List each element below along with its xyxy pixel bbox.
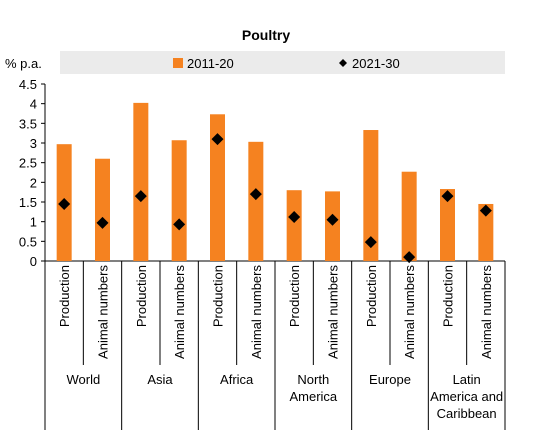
category-label: Animal numbers [326,265,341,359]
group-label: North [297,372,329,387]
legend-swatch-bar [173,58,183,68]
y-tick-label: 2 [30,175,37,190]
marker-diamond [134,190,147,203]
marker-diamond [364,236,377,249]
y-tick-label: 1.5 [19,195,37,210]
y-tick-label: 4 [30,97,37,112]
category-label: Animal numbers [402,265,417,359]
category-label: Animal numbers [479,265,494,359]
bar [440,189,455,261]
bar [478,203,494,261]
marker-diamond [326,213,339,226]
group-label: America and [430,389,503,404]
marker-diamond [288,210,301,223]
marker-diamond [96,216,109,229]
legend-label-marker: 2021-30 [352,56,400,71]
category-label: Animal numbers [96,265,111,359]
legend-box [60,51,505,74]
bar [401,171,417,261]
group-label: World [66,372,100,387]
marker-diamond [479,204,492,217]
category-label: Animal numbers [249,265,264,359]
bar [325,191,340,261]
marker-diamond [441,190,454,203]
y-tick-label: 0.5 [19,234,37,249]
chart-title: Poultry [242,27,290,43]
group-label: Africa [220,372,254,387]
legend-label-bar: 2011-20 [187,56,234,71]
category-label: Production [57,265,72,327]
category-label: Production [287,265,302,327]
bar [133,102,149,261]
y-tick-label: 0 [30,254,37,269]
category-label: Production [134,265,149,327]
plot-area: 0 0.5 1 1.5 2 2.5 3 3.5 4 4.5 Production Animal num… [19,77,506,430]
bar [286,190,302,261]
y-axis-label: % p.a. [5,56,42,71]
y-tick-label: 3.5 [19,116,37,131]
bar [363,130,379,261]
y-tick-label: 4.5 [19,77,37,92]
category-label: Production [441,265,456,327]
marker-diamond [211,133,224,146]
group-label: Europe [369,372,411,387]
group-label: Latin [453,372,481,387]
category-label: Production [211,265,226,327]
y-tick-label: 3 [30,136,37,151]
group-label: Caribbean [437,406,497,421]
legend-swatch-marker [339,59,347,67]
category-label: Production [364,265,379,327]
y-tick-label: 2.5 [19,156,37,171]
marker-diamond [173,218,186,231]
y-tick-label: 1 [30,215,37,230]
marker-diamond [249,188,262,201]
bar [95,158,110,261]
bar [210,114,225,261]
bar [248,141,264,261]
group-label: Asia [147,372,173,387]
bar [171,140,187,261]
category-label: Animal numbers [172,265,187,359]
group-label: America [289,389,337,404]
marker-diamond [403,251,416,264]
marker-diamond [58,197,71,210]
